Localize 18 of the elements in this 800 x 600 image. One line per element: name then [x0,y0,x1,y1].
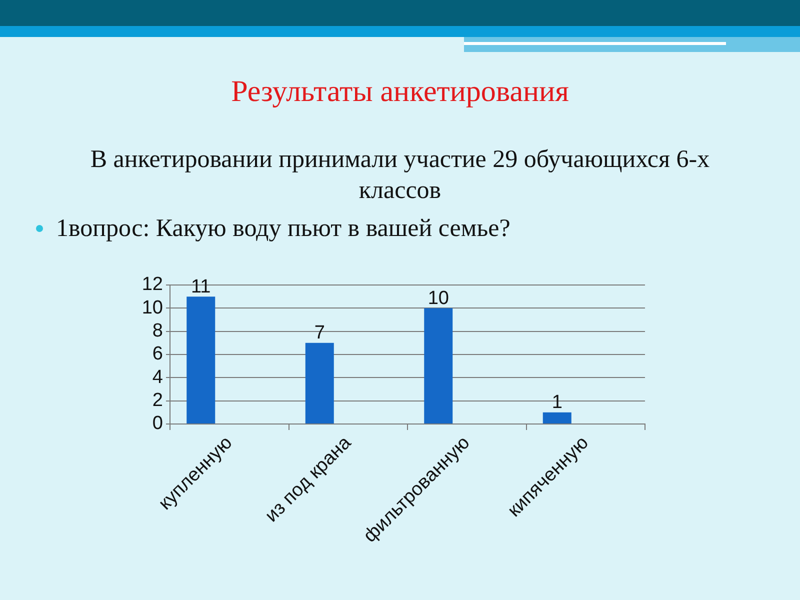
y-tick-label: 10 [142,297,163,318]
y-tick-label: 8 [152,320,163,342]
text: 1вопрос: Какую воду пьют в вашей семье? [56,214,510,244]
chart-title: Результаты анкетирования [230,74,570,110]
y-tick-label: 0 [152,413,163,434]
chart-subtitle: В анкетировании принимали участие 29 обучающихся 6-х классов [89,145,711,206]
bar [186,296,216,424]
bar [305,342,334,424]
data-label: 11 [191,276,211,298]
y-tick-label: 12 [142,274,163,296]
y-tick-label: 4 [152,366,164,388]
data-label: 1 [552,392,562,414]
bar [542,412,572,424]
y-tick-label: 6 [152,344,163,365]
data-label: 7 [314,322,325,344]
bar [424,308,453,424]
data-label: 10 [428,288,449,309]
y-tick-label: 2 [152,390,163,412]
